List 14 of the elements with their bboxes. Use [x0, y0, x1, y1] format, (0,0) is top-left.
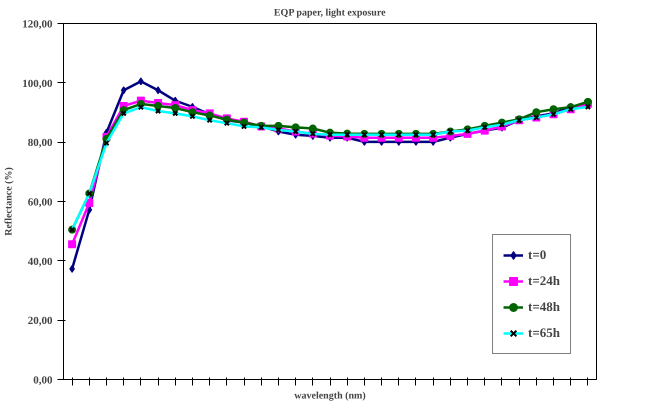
y-axis-title: Reflectance (%)	[3, 167, 14, 236]
y-tick-label: 0,00	[33, 374, 53, 386]
x-axis-title: wavelength (nm)	[294, 390, 366, 402]
legend-label: t=0	[528, 247, 548, 263]
y-tick-label: 60,00	[28, 196, 53, 208]
y-tick-label: 120,00	[22, 18, 53, 30]
legend-label: t=65h	[528, 325, 560, 341]
y-tick-label: 100,00	[22, 78, 53, 90]
y-tick-label: 40,00	[28, 256, 53, 268]
y-tick-label: 20,00	[28, 315, 53, 328]
legend-label: t=24h	[528, 273, 560, 289]
chart-title: EQP paper, light exposure	[274, 8, 386, 18]
legend-label: t=48h	[528, 299, 560, 315]
y-tick-label: 80,00	[28, 137, 53, 150]
